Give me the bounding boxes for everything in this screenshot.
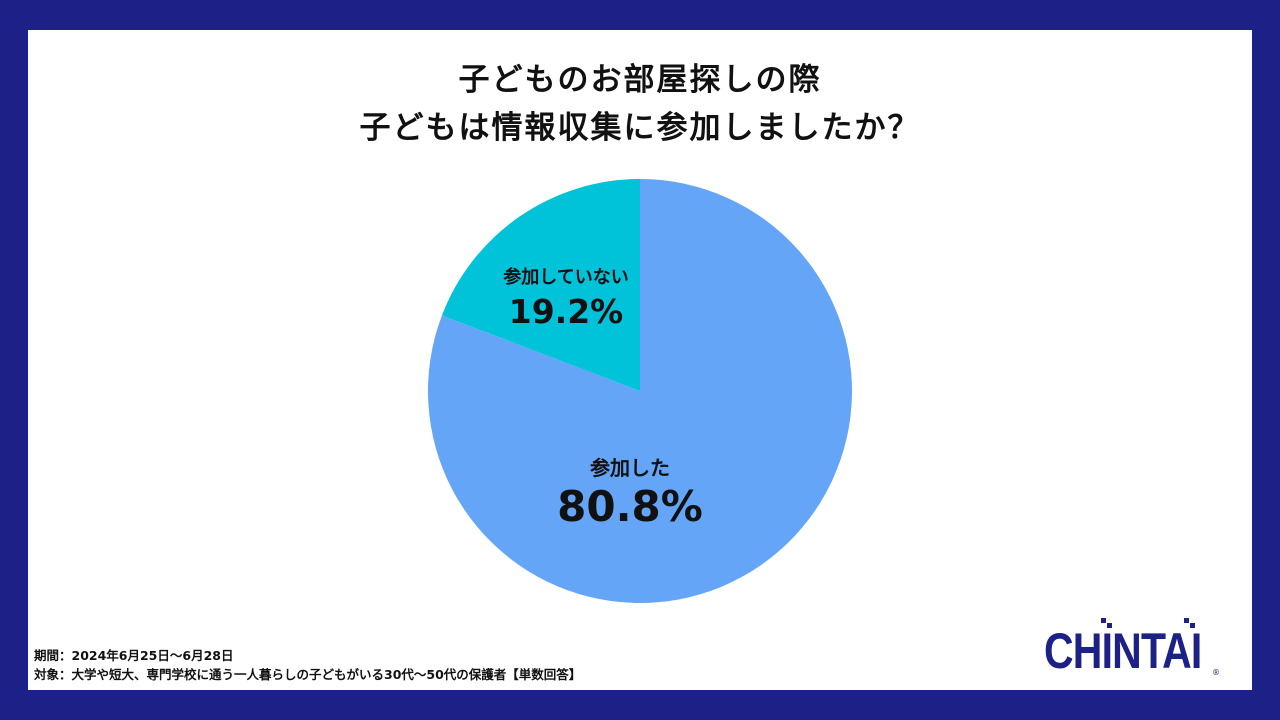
slice-label: 参加していない (503, 266, 628, 288)
title-line-2: 子どもは情報収集に参加しましたか？ (359, 110, 921, 146)
slice-label: 参加した (590, 456, 670, 480)
chart-card: 子どものお部屋探しの際 子どもは情報収集に参加しましたか？ 参加した 80.8% 参… (28, 30, 1252, 690)
survey-target: 対象：大学や短大、専門学校に通う一人暮らしの子どもがいる30代～50代の保護者【… (34, 667, 582, 682)
chart-title: 子どものお部屋探しの際 子どもは情報収集に参加しましたか？ (28, 56, 1252, 152)
survey-footnote: 期間：2024年6月25日～6月28日 対象：大学や短大、専門学校に通う一人暮ら… (34, 646, 581, 684)
logo-dots (1101, 618, 1195, 628)
pie-slice (441, 178, 640, 391)
slice-value-label: 19.2% (509, 292, 624, 331)
pie-slice (428, 179, 853, 603)
title-line-1: 子どものお部屋探しの際 (458, 62, 822, 98)
slice-value-label: 80.8% (557, 482, 703, 531)
chintai-logo: CHINTAI ® (1044, 618, 1224, 682)
logo-wordmark: CHINTAI (1044, 623, 1202, 679)
logo-registered-mark: ® (1212, 668, 1220, 677)
survey-period: 期間：2024年6月25日～6月28日 (34, 648, 234, 663)
